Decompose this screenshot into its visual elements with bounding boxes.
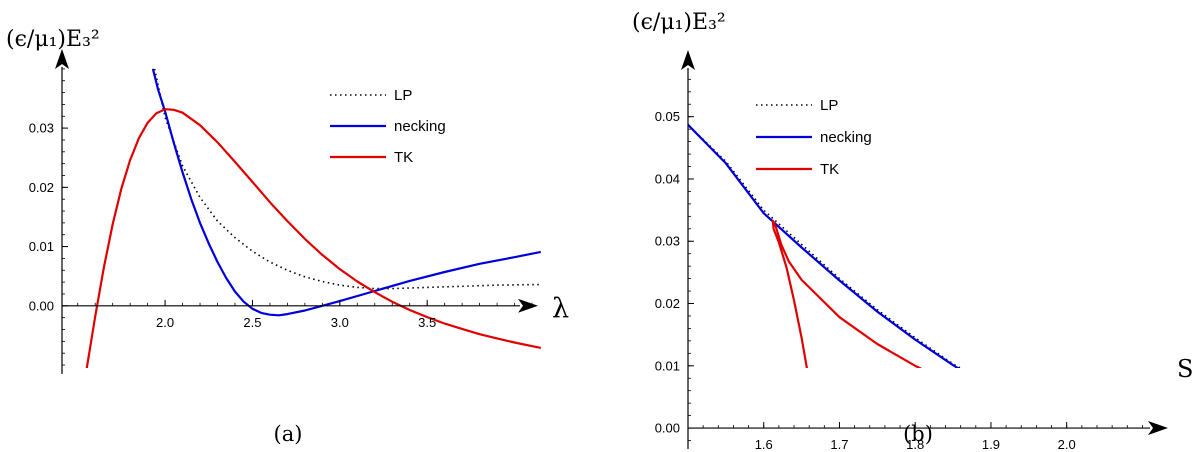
panel-b-legend: LP necking TK: [756, 97, 872, 178]
x-tick-label: 3.0: [331, 315, 349, 330]
legend-label-necking: necking: [394, 118, 446, 135]
series-lp-line: [688, 124, 962, 368]
x-tick-label: 2.5: [243, 315, 261, 330]
panel-b-caption: (b): [903, 422, 933, 446]
x-tick-label: 2.0: [156, 315, 174, 330]
x-tick-label: 1.8: [906, 437, 924, 452]
y-tick-label: 0.02: [29, 180, 54, 195]
panel-a-axes: 2.0 2.5 3.0 3.5 0.00 0.01 0.02 0.03: [29, 49, 538, 374]
panel-b-axes: 1.6 1.7 1.8 1.9 2.0 0.00 0.01 0.02 0.03 0.04 0.05: [655, 50, 1168, 452]
x-tick-label: 1.6: [755, 437, 773, 452]
panel-a-legend: LP necking TK: [330, 87, 446, 166]
panel-b-curves: [688, 124, 962, 368]
series-lp-line: [153, 68, 541, 290]
panel-b-ylabel: (ϵ/μ₁)E₃²: [632, 10, 726, 35]
y-tick-label: 0.03: [29, 121, 54, 136]
x-tick-label: 2.0: [1058, 437, 1076, 452]
y-tick-label: 0.00: [655, 421, 680, 436]
legend-label-tk: TK: [820, 161, 839, 178]
x-tick-label: 1.7: [830, 437, 848, 452]
legend-label-lp: LP: [394, 87, 412, 104]
panel-a-curves: [85, 68, 542, 368]
legend-label-tk: TK: [394, 149, 413, 166]
series-necking-line: [151, 68, 542, 317]
panel-a-caption: (a): [274, 422, 303, 446]
x-tick-label: 1.9: [982, 437, 1000, 452]
legend-label-necking: necking: [820, 129, 872, 146]
y-tick-label: 0.01: [655, 358, 680, 373]
panel-b-xlabel: S: [1177, 355, 1193, 383]
panel-a-ylabel: (ϵ/μ₁)E₃²: [6, 27, 100, 52]
y-tick-label: 0.04: [655, 171, 680, 186]
y-tick-label: 0.00: [29, 298, 54, 313]
y-tick-label: 0.02: [655, 296, 680, 311]
series-necking-line: [688, 124, 960, 368]
y-tick-label: 0.01: [29, 239, 54, 254]
series-tk-line: [771, 219, 923, 368]
panel-a: 2.0 2.5 3.0 3.5 0.00 0.01 0.02 0.03 (ϵ/μ₁)E₃² λ…: [6, 27, 569, 446]
y-tick-label: 0.03: [655, 234, 680, 249]
y-tick-label: 0.05: [655, 109, 680, 124]
series-tk-line: [85, 108, 542, 368]
legend-label-lp: LP: [820, 97, 838, 114]
panel-b: 1.6 1.7 1.8 1.9 2.00.000.010.020.030.040.05 …: [632, 10, 1193, 452]
x-tick-label: 3.5: [418, 315, 436, 330]
panel-a-xlabel: λ: [552, 293, 569, 324]
